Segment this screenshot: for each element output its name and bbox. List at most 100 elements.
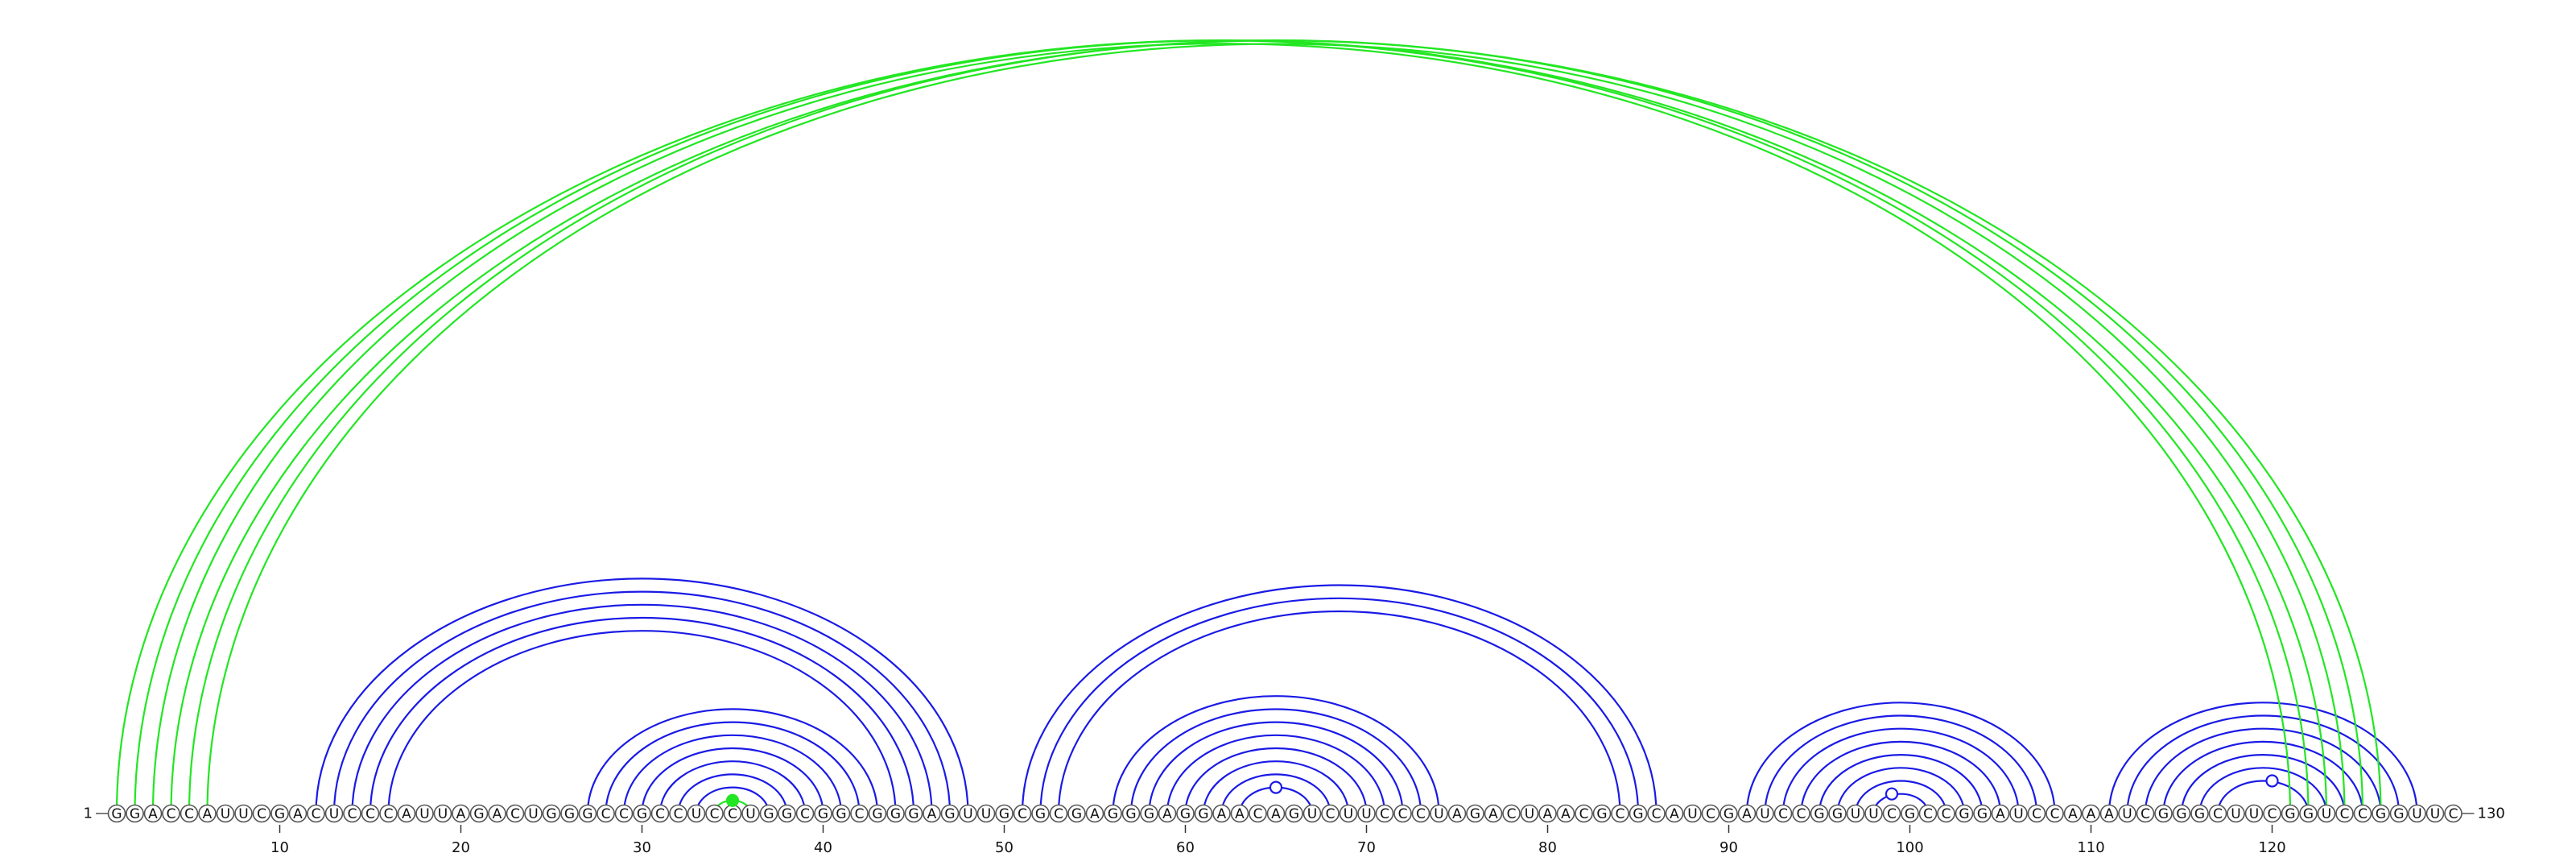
nucleotide-101: C [1918, 804, 1938, 823]
nucleotide-66: G [1285, 804, 1303, 823]
nucleotide-circle [2444, 804, 2462, 823]
nucleotide-circle [1176, 804, 1195, 823]
nucleotide-circle [288, 804, 308, 823]
nucleotide-51: C [1013, 804, 1032, 823]
nucleotide-letter: G [782, 806, 792, 822]
nucleotide-letter: A [1162, 806, 1172, 822]
base-pair-arc-14-46 [351, 603, 933, 814]
axis-tick-40: 40 [814, 825, 832, 856]
nucleotide-letter: U [419, 806, 429, 822]
axis-tick-60: 60 [1176, 825, 1195, 856]
nucleotide-circle [2172, 804, 2191, 823]
nucleotide-letter: C [2140, 806, 2150, 822]
base-pair-arc-62-68 [1220, 773, 1331, 814]
nucleotide-letter: C [1616, 806, 1625, 822]
base-pair-arc-57-73 [1129, 708, 1422, 814]
nucleotide-letter: U [1525, 806, 1534, 822]
nucleotide-circle [1230, 804, 1249, 823]
nucleotide-circle [1430, 804, 1448, 823]
nucleotide-circle [1085, 804, 1104, 823]
nucleotide-letter: G [2158, 806, 2169, 822]
nucleotide-letter: A [293, 806, 303, 822]
nucleotide-letter: G [1724, 806, 1734, 822]
nucleotide-circle [2154, 804, 2173, 823]
nucleotide-82: C [1575, 804, 1593, 823]
nucleotide-circle [1937, 804, 1955, 823]
nucleotide-26: G [560, 804, 579, 823]
nucleotide-97: U [1846, 804, 1865, 823]
nucleotide-96: G [1828, 804, 1847, 823]
nucleotide-circle [560, 804, 579, 823]
base-pair-arc-61-69 [1202, 760, 1350, 814]
nucleotide-circle [2046, 804, 2064, 823]
nucleotide-circle [1249, 804, 1267, 823]
nucleotide-letter: A [1488, 806, 1498, 822]
nucleotide-circle [2244, 804, 2264, 823]
nucleotide-circle [2299, 804, 2318, 823]
nucleotide-letter: A [1561, 806, 1571, 822]
nested-arcs-group [315, 578, 969, 814]
nucleotide-circle [1719, 804, 1738, 823]
nucleotide-letter: G [1108, 806, 1118, 822]
nucleotide-circle [1611, 804, 1629, 823]
nucleotide-circle [1194, 804, 1213, 823]
pseudoknot-arc-3-121 [151, 43, 2292, 814]
nucleotide-letter: G [1633, 806, 1643, 822]
nucleotide-127: G [2389, 804, 2409, 823]
nucleotide-circle [759, 804, 778, 823]
nucleotide-3: A [143, 804, 163, 823]
nucleotide-circle [795, 804, 815, 823]
nucleotide-1: G [107, 804, 126, 823]
marker-120 [2265, 774, 2279, 788]
nucleotide-letter: U [438, 806, 448, 822]
nucleotide-circle [2227, 804, 2245, 823]
end-label: 130 [2478, 805, 2505, 822]
base-pair-arc-96-103 [1836, 767, 1966, 814]
axis-tick-90: 90 [1719, 825, 1738, 856]
nucleotide-circle [2281, 804, 2300, 823]
nucleotide-21: G [469, 804, 489, 823]
nucleotide-24: U [524, 804, 543, 823]
nucleotide-circle [2190, 804, 2209, 823]
nucleotide-circle [1901, 804, 1919, 823]
nucleotide-letter: G [130, 806, 140, 822]
nucleotide-130: C [2444, 804, 2462, 823]
nucleotide-letter: C [1887, 806, 1897, 822]
nucleotide-letter: C [384, 806, 394, 822]
nucleotide-circle [180, 804, 199, 823]
nucleotide-circle [1701, 804, 1720, 823]
nucleotide-letter: C [312, 806, 321, 822]
nucleotide-letter: G [872, 806, 882, 822]
nucleotide-circle [216, 804, 235, 823]
nucleotide-letter: G [473, 806, 484, 822]
arcs-layer [115, 39, 2418, 814]
nucleotide-letter: U [2412, 806, 2421, 822]
nucleotide-63: A [1230, 804, 1249, 823]
nucleotide-49: U [976, 804, 996, 823]
nucleotide-letter: G [1125, 806, 1136, 822]
nucleotide-92: U [1756, 804, 1774, 823]
nucleotide-13: U [324, 804, 344, 823]
base-pair-arc-15-45 [369, 616, 915, 814]
base-pair-arc-117-122 [2216, 780, 2310, 814]
nested-arcs-group [1745, 702, 2056, 814]
nucleotide-117: C [2208, 804, 2227, 823]
nucleotide-circle [687, 804, 706, 823]
nucleotide-letter: G [944, 806, 955, 822]
nucleotide-letter: G [2376, 806, 2386, 822]
nucleotide-letter: U [981, 806, 991, 822]
nucleotide-18: U [415, 804, 434, 823]
nucleotide-letter: G [2176, 806, 2186, 822]
tick-label: 20 [452, 839, 470, 856]
nucleotide-circle [2317, 804, 2336, 823]
nucleotide-106: U [2009, 804, 2028, 823]
tick-label: 40 [814, 839, 832, 856]
nucleotide-61: G [1194, 804, 1213, 823]
nucleotide-78: C [1502, 804, 1521, 823]
nucleotide-letter: C [1579, 806, 1589, 822]
nucleotide-69: U [1339, 804, 1358, 823]
nucleotide-93: C [1773, 804, 1793, 823]
nucleotide-letter: A [1543, 806, 1553, 822]
nucleotide-circle [1575, 804, 1593, 823]
nucleotide-27: G [578, 804, 597, 823]
